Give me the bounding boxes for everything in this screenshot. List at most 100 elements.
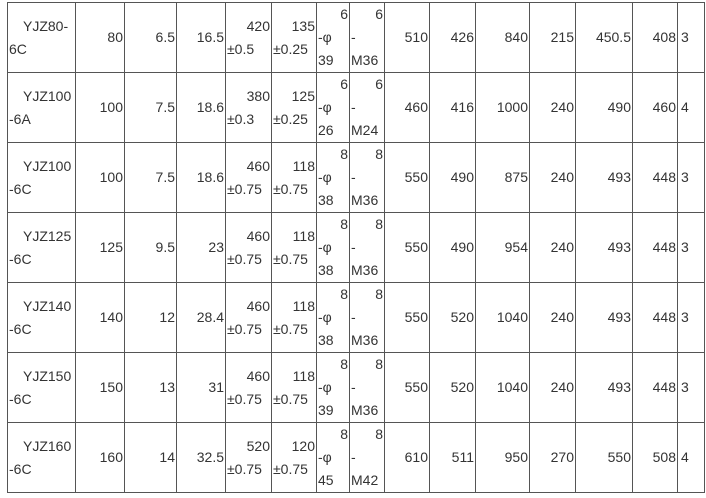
table-cell: 460 ±0.75 <box>225 212 272 283</box>
table-cell: 1040 <box>475 282 530 353</box>
table-cell: 3 <box>677 142 705 213</box>
table-cell: 8 - M36 <box>349 142 385 213</box>
table-cell: 6 -φ 39 <box>316 2 350 73</box>
table-row: YJZ125 -6C 125 9.5 23 460 ±0.75 118 ±0.75 8 -φ 38 8-… <box>7 212 705 283</box>
table-cell: 6 - M24 <box>349 72 385 143</box>
table-cell: 875 <box>475 142 530 213</box>
table-cell: 8 - M36 <box>349 212 385 283</box>
table-cell: 31 <box>176 352 226 423</box>
cell-line: M36 <box>351 402 379 418</box>
cell-line: - <box>351 379 356 395</box>
cell-line: 380 <box>246 87 270 104</box>
table-cell: 32.5 <box>176 422 226 493</box>
model-cell: YJZ100 -6C <box>7 142 76 213</box>
cell-line: 8 <box>375 216 383 232</box>
cell-line: 118 <box>292 157 315 174</box>
table-cell: 490 <box>575 72 633 143</box>
table-cell: 160 <box>75 422 125 493</box>
table-cell: 100 <box>75 142 125 213</box>
table-cell: 4 <box>677 422 705 493</box>
table-cell: 125 <box>75 212 125 283</box>
cell-line: 125 <box>291 87 315 104</box>
table-cell: 520 ±0.75 <box>225 422 272 493</box>
cell-line: ±0.5 <box>227 40 255 57</box>
cell-line: YJZ100 <box>23 157 72 174</box>
table-cell: 135 ±0.25 <box>271 2 317 73</box>
cell-line: -6C <box>9 250 32 267</box>
cell-line: M36 <box>351 332 379 348</box>
cell-line: 6C <box>9 40 27 57</box>
cell-line: 460 <box>246 367 270 384</box>
cell-line: 8 <box>375 356 383 372</box>
table-cell: 240 <box>529 352 576 423</box>
table-cell: 520 <box>429 352 476 423</box>
table-cell: 8 - M42 <box>349 422 385 493</box>
table-cell: 7.5 <box>124 72 177 143</box>
cell-line: M36 <box>351 262 379 278</box>
cell-line: -6C <box>9 320 32 337</box>
cell-line: 38 <box>318 332 334 348</box>
cell-line: 520 <box>246 437 270 454</box>
cell-line: -φ <box>318 29 332 45</box>
table-cell: 118 ±0.75 <box>271 142 317 213</box>
cell-line: M24 <box>351 122 379 138</box>
cell-line: 45 <box>318 472 334 488</box>
table-cell: 954 <box>475 212 530 283</box>
model-cell: YJZ160 -6C <box>7 422 76 493</box>
table-cell: 493 <box>575 212 633 283</box>
cell-line: 6 <box>340 76 348 92</box>
table-cell: 118 ±0.75 <box>271 212 317 283</box>
cell-line: ±0.25 <box>273 40 308 57</box>
cell-line: 135 <box>291 17 315 34</box>
table-cell: 8 -φ 45 <box>316 422 350 493</box>
cell-line: 38 <box>318 262 334 278</box>
cell-line: ±0.75 <box>227 460 262 477</box>
cell-line: ±0.75 <box>273 460 308 477</box>
table-cell: 3 <box>677 2 705 73</box>
cell-line: 8 <box>375 426 383 442</box>
cell-line: -6A <box>9 110 31 127</box>
cell-line: ±0.75 <box>273 320 308 337</box>
model-cell: YJZ100 -6A <box>7 72 76 143</box>
cell-line: 120 <box>291 437 315 454</box>
cell-line: -6C <box>9 390 32 407</box>
table-cell: 840 <box>475 2 530 73</box>
table-cell: 6 -φ 26 <box>316 72 350 143</box>
table-cell: 120 ±0.75 <box>271 422 317 493</box>
table-cell: 12 <box>124 282 177 353</box>
cell-line: ±0.75 <box>227 180 262 197</box>
cell-line: 8 <box>340 356 348 372</box>
table-cell: 490 <box>429 142 476 213</box>
cell-line: - <box>351 29 356 45</box>
cell-line: 118 <box>292 297 315 314</box>
table-cell: 450.5 <box>575 2 633 73</box>
table-cell: 80 <box>75 2 125 73</box>
table-cell: 493 <box>575 282 633 353</box>
table-cell: 8 - M36 <box>349 282 385 353</box>
cell-line: 39 <box>318 52 334 68</box>
cell-line: - <box>351 99 356 115</box>
table-cell: 150 <box>75 352 125 423</box>
spec-table: YJZ80- 6C 80 6.5 16.5 420 ±0.5 135 ±0.25 6 -φ 39 6- M… <box>7 2 705 493</box>
table-cell: 8 - M36 <box>349 352 385 423</box>
cell-line: 460 <box>246 297 270 314</box>
table-cell: 1000 <box>475 72 530 143</box>
table-cell: 460 <box>384 72 430 143</box>
cell-line: 8 <box>340 426 348 442</box>
table-cell: 23 <box>176 212 226 283</box>
table-cell: 118 ±0.75 <box>271 352 317 423</box>
table-cell: 448 <box>632 142 678 213</box>
table-cell: 460 ±0.75 <box>225 352 272 423</box>
cell-line: ±0.25 <box>273 110 308 127</box>
table-cell: 8 -φ 39 <box>316 352 350 423</box>
model-cell: YJZ140 -6C <box>7 282 76 353</box>
table-cell: 6.5 <box>124 2 177 73</box>
cell-line: M36 <box>351 192 379 208</box>
table-cell: 550 <box>384 212 430 283</box>
table-cell: 460 <box>632 72 678 143</box>
cell-line: YJZ150 <box>23 367 72 384</box>
cell-line: YJZ125 <box>23 227 72 244</box>
table-cell: 550 <box>575 422 633 493</box>
table-cell: 420 ±0.5 <box>225 2 272 73</box>
table-cell: 6 - M36 <box>349 2 385 73</box>
